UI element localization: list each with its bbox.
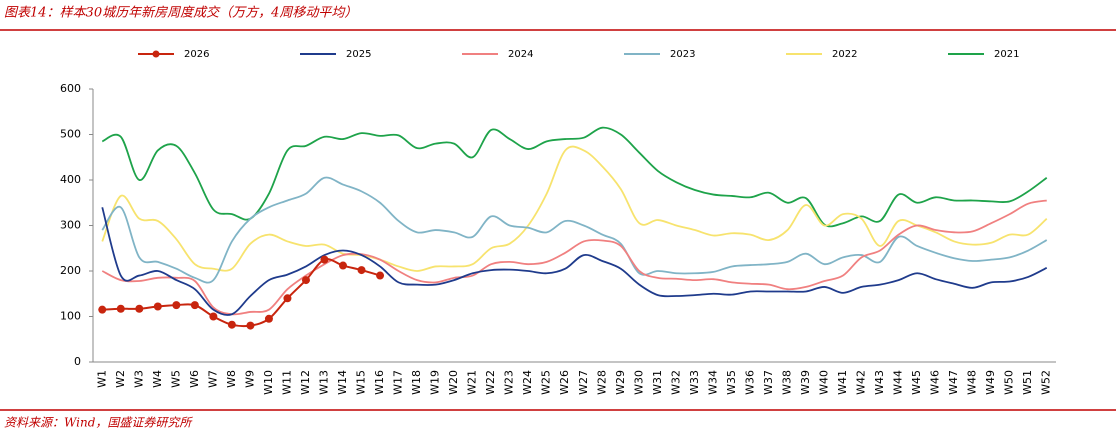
x-tick-label: W36	[743, 370, 756, 395]
x-tick-label: W41	[836, 370, 849, 395]
x-tick-label: W35	[725, 370, 738, 395]
data-point	[209, 312, 218, 321]
x-tick-label: W49	[984, 370, 997, 395]
y-tick-label: 100	[60, 310, 81, 323]
x-tick-label: W44	[892, 370, 905, 395]
x-tick-label: W29	[614, 370, 627, 395]
x-tick-label: W48	[966, 370, 979, 395]
y-tick-label: 0	[74, 355, 81, 368]
x-tick-label: W16	[373, 370, 386, 395]
x-tick-label: W10	[262, 370, 275, 395]
data-point	[227, 320, 236, 329]
data-point	[190, 301, 199, 310]
x-tick-label: W9	[243, 370, 256, 388]
legend-label: 2025	[346, 49, 371, 60]
x-tick-label: W4	[151, 370, 164, 388]
x-tick-label: W5	[169, 370, 182, 388]
x-tick-label: W31	[651, 370, 664, 395]
x-tick-label: W19	[429, 370, 442, 395]
x-tick-label: W23	[503, 370, 516, 395]
x-tick-label: W47	[947, 370, 960, 395]
x-tick-label: W20	[447, 370, 460, 395]
x-tick-label: W3	[132, 370, 145, 388]
x-tick-label: W11	[280, 370, 293, 395]
series-line	[101, 199, 1047, 316]
x-tick-label: W17	[392, 370, 405, 395]
data-point	[264, 314, 273, 323]
x-tick-label: W32	[669, 370, 682, 395]
x-tick-label: W50	[1003, 370, 1016, 395]
x-tick-label: W42	[855, 370, 868, 395]
data-point	[283, 294, 292, 303]
x-tick-label: W24	[521, 370, 534, 395]
data-point	[172, 301, 181, 310]
data-point	[246, 321, 255, 330]
series-line	[101, 145, 1048, 272]
x-tick-label: W37	[762, 370, 775, 395]
legend-label: 2022	[832, 49, 857, 60]
legend-label: 2021	[994, 49, 1019, 60]
x-tick-label: W8	[225, 370, 238, 388]
x-tick-label: W6	[188, 370, 201, 388]
x-tick-label: W27	[577, 370, 590, 395]
x-tick-label: W51	[1021, 370, 1034, 395]
series-line	[101, 207, 1048, 316]
y-tick-label: 400	[60, 173, 81, 186]
x-tick-label: W38	[780, 370, 793, 395]
x-tick-label: W1	[95, 370, 108, 388]
x-tick-label: W12	[299, 370, 312, 395]
legend-label: 2023	[670, 49, 695, 60]
x-tick-label: W39	[799, 370, 812, 395]
series-line	[102, 258, 381, 328]
x-tick-label: W2	[114, 370, 127, 388]
x-tick-label: W28	[595, 370, 608, 395]
x-tick-label: W13	[317, 370, 330, 395]
x-tick-label: W22	[484, 370, 497, 395]
x-tick-label: W25	[540, 370, 553, 395]
x-tick-label: W14	[336, 370, 349, 395]
x-tick-label: W30	[632, 370, 645, 395]
data-point	[357, 266, 366, 275]
source-note: 资料来源：Wind，国盛证券研究所	[4, 416, 193, 430]
series-line	[101, 126, 1048, 228]
x-tick-label: W18	[410, 370, 423, 395]
y-tick-label: 500	[60, 128, 81, 141]
x-tick-label: W15	[355, 370, 368, 395]
chart-title: 图表14：样本30城历年新房周度成交（万方，4周移动平均）	[4, 5, 357, 21]
data-point	[135, 304, 144, 313]
data-point	[116, 304, 125, 313]
legend-marker	[152, 50, 160, 58]
data-point	[153, 302, 162, 311]
x-tick-label: W40	[818, 370, 831, 395]
x-tick-label: W46	[929, 370, 942, 395]
y-tick-label: 600	[60, 82, 81, 95]
data-point	[339, 261, 348, 270]
x-tick-label: W45	[910, 370, 923, 395]
x-tick-label: W33	[688, 370, 701, 395]
x-tick-label: W21	[466, 370, 479, 395]
data-point	[301, 276, 310, 285]
data-point	[320, 255, 329, 264]
legend-label: 2026	[184, 49, 209, 60]
x-tick-label: W43	[873, 370, 886, 395]
x-tick-label: W34	[706, 370, 719, 395]
data-point	[376, 271, 385, 280]
y-tick-label: 200	[60, 264, 81, 277]
data-point	[98, 305, 107, 314]
x-tick-label: W26	[558, 370, 571, 395]
legend-label: 2024	[508, 49, 533, 60]
x-tick-label: W7	[206, 370, 219, 388]
x-tick-label: W52	[1040, 370, 1053, 395]
y-tick-label: 300	[60, 219, 81, 232]
series-line	[101, 176, 1048, 284]
